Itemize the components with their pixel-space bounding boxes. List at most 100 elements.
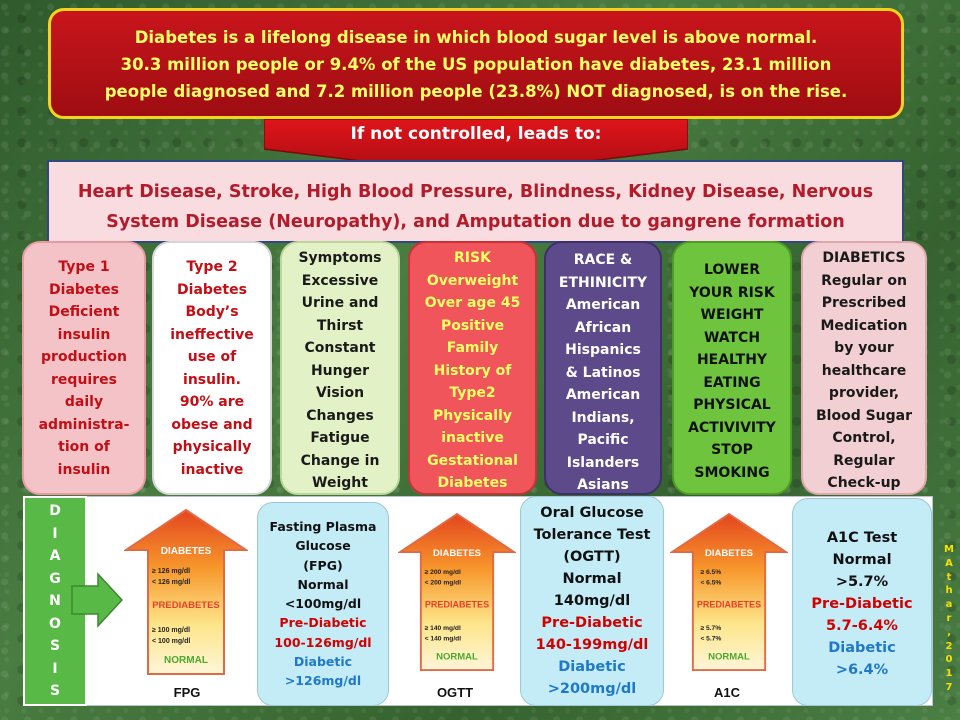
- right-arrow-icon: [71, 572, 124, 628]
- chart-normal-label: NORMAL: [164, 655, 208, 666]
- test-prediabetic-value: 100-126mg/dl: [274, 634, 372, 650]
- card-line: Type 2: [186, 259, 238, 275]
- chart-tick: < 200 mg/dl: [425, 579, 462, 586]
- diagnosis-letter: G: [49, 570, 61, 587]
- test-prediabetic: Pre-Diabetic: [811, 596, 913, 612]
- card-line: physically: [172, 439, 252, 455]
- chart-tick: < 6.5%: [700, 579, 721, 586]
- card-line: Changes: [306, 407, 374, 424]
- card-line: Gestational: [427, 452, 518, 469]
- card-type1: Type 1 Diabetes Deficient insulin produc…: [22, 241, 146, 495]
- test-diabetic: Diabetic: [558, 659, 626, 675]
- card-line: SMOKING: [694, 464, 770, 481]
- author-signature: M A t h a r , 2 0 1 7: [940, 543, 958, 695]
- test-diabetic: Diabetic: [828, 640, 896, 656]
- card-line: Hunger: [310, 362, 370, 379]
- diagnosis-letter: S: [49, 683, 61, 699]
- card-line: tion of: [58, 439, 110, 455]
- card-line: YOUR RISK: [689, 284, 775, 301]
- card-line: American: [565, 297, 641, 313]
- chart-tick: ≥ 200 mg/dl: [425, 569, 461, 576]
- fpg-chart: DIABETES ≥ 126 mg/dl < 126 mg/dl PREDIAB…: [124, 508, 248, 675]
- test-title: Fasting Plasma: [269, 519, 377, 534]
- card-line: Symptoms: [298, 250, 382, 266]
- card-line: HEALTHY: [696, 352, 768, 368]
- test-normal: Normal: [562, 571, 622, 587]
- card-line: Islanders: [566, 454, 640, 471]
- chart-name: OGTT: [436, 685, 474, 700]
- card-line: STOP: [711, 442, 753, 458]
- card-line: by your: [834, 340, 894, 356]
- card-line: use of: [187, 349, 237, 365]
- card-line: Deficient: [48, 304, 120, 320]
- chart-diabetes-label: DIABETES: [161, 546, 212, 557]
- diagnosis-letter: D: [49, 503, 61, 519]
- card-line: Control,: [832, 430, 896, 446]
- intro-line: people diagnosed and 7.2 million people …: [104, 82, 848, 101]
- card-line: LOWER: [703, 262, 761, 278]
- chart-tick: ≥ 126 mg/dl: [152, 568, 190, 575]
- ogtt-test-box: Oral Glucose Tolerance Test (OGTT) Norma…: [520, 496, 664, 706]
- test-title: (OGTT): [563, 549, 621, 565]
- chart-prediabetes-label: PREDIABETES: [152, 600, 220, 611]
- signature-char: ,: [947, 626, 951, 638]
- up-arrow-icon: [124, 508, 248, 675]
- chart-name: FPG: [173, 685, 201, 700]
- signature-char: a: [945, 599, 953, 611]
- chart-tick: ≥ 6.5%: [700, 569, 721, 576]
- card-line: Check-up: [827, 475, 901, 491]
- card-line: Asians: [577, 477, 629, 493]
- card-line: Overweight: [426, 272, 519, 289]
- card-line: Urine and: [301, 295, 379, 311]
- diagnosis-label: D I A G N O S I S: [40, 500, 70, 703]
- card-line: Regular: [833, 452, 895, 469]
- card-line: obese and: [171, 416, 253, 433]
- card-type2: Type 2 Diabetes Body’s ineffective use o…: [152, 241, 272, 495]
- chart-tick: < 100 mg/dl: [152, 638, 190, 645]
- card-line: Diabetes: [437, 475, 508, 491]
- chart-diabetes-label: DIABETES: [433, 548, 481, 559]
- card-line: Over age 45: [424, 295, 521, 311]
- card-line: Type 1: [58, 259, 110, 275]
- card-line: History of: [433, 362, 512, 379]
- a1c-test-box: A1C Test Normal >5.7% Pre-Diabetic 5.7-6…: [792, 498, 932, 706]
- ogtt-chart: DIABETES ≥ 200 mg/dl < 200 mg/dl PREDIAB…: [398, 512, 516, 672]
- card-line: WEIGHT: [700, 307, 764, 323]
- card-line: PHYSICAL: [693, 397, 771, 413]
- test-title: A1C Test: [826, 530, 898, 546]
- card-line: ETHINICITY: [558, 274, 648, 291]
- card-line: Physically: [433, 407, 512, 424]
- card-line: inactive: [441, 430, 504, 446]
- chart-tick: ≥ 100 mg/dl: [152, 627, 190, 634]
- card-line: EATING: [703, 374, 761, 391]
- card-line: Diabetes: [177, 281, 247, 298]
- card-diabetics: DIABETICS Regular on Prescribed Medicati…: [801, 241, 927, 495]
- card-line: insulin: [57, 326, 111, 343]
- card-line: healthcare: [821, 362, 907, 379]
- test-normal-value: 140mg/dl: [553, 593, 631, 609]
- a1c-chart: DIABETES ≥ 6.5% < 6.5% PREDIABETES ≥ 5.7…: [670, 512, 788, 672]
- chart-prediabetes-label: PREDIABETES: [697, 599, 761, 609]
- card-symptoms: Symptoms Excessive Urine and Thirst Cons…: [280, 241, 400, 495]
- intro-box: Diabetes is a lifelong disease in which …: [48, 8, 904, 119]
- card-line: RACE &: [573, 252, 633, 268]
- up-arrow-icon: [670, 512, 788, 672]
- test-title: (FPG): [303, 557, 343, 573]
- test-normal: Normal: [297, 576, 349, 592]
- card-line: Regular on: [821, 272, 907, 289]
- arrow-label: If not controlled, leads to:: [350, 124, 602, 144]
- diagnosis-letter: I: [52, 525, 58, 542]
- test-prediabetic: Pre-Diabetic: [279, 615, 367, 631]
- card-line: Type2: [449, 385, 496, 401]
- card-line: RISK: [454, 250, 491, 266]
- signature-char: 7: [945, 681, 953, 693]
- diagnosis-letter: O: [49, 615, 61, 632]
- complications-box: Heart Disease, Stroke, High Blood Pressu…: [47, 160, 904, 243]
- test-prediabetic-value: 140-199mg/dl: [535, 637, 649, 653]
- signature-char: 1: [945, 668, 953, 680]
- test-normal: Normal: [832, 552, 892, 568]
- card-line: Hispanics: [565, 342, 641, 358]
- card-risk: RISK Overweight Over age 45 Positive Fam…: [408, 241, 537, 495]
- card-line: insulin.: [183, 371, 241, 388]
- chart-prediabetes-label: PREDIABETES: [425, 599, 489, 609]
